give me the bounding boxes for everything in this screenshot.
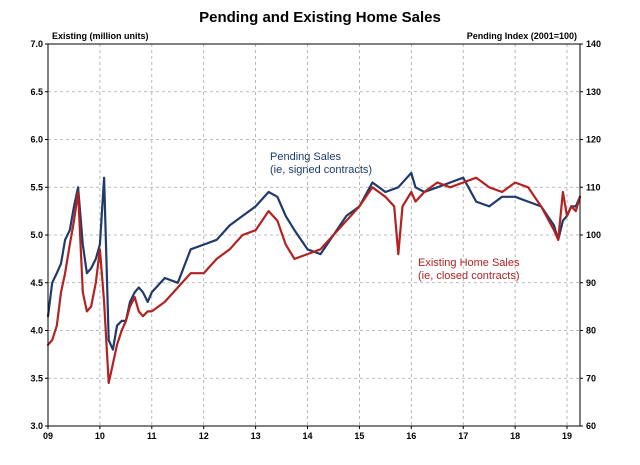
x-tick-label: 15 <box>354 431 364 441</box>
x-tick-label: 13 <box>251 431 261 441</box>
left-tick-label: 3.5 <box>30 373 43 383</box>
x-tick-label: 10 <box>95 431 105 441</box>
x-tick-label: 16 <box>406 431 416 441</box>
left-axis-title: Existing (million units) <box>52 31 149 41</box>
right-tick-label: 110 <box>586 182 601 192</box>
existing-annotation-line2: (ie, closed contracts) <box>418 270 519 282</box>
left-tick-label: 3.0 <box>30 421 43 431</box>
existing-annotation-line1: Existing Home Sales <box>418 257 520 269</box>
right-tick-label: 140 <box>586 39 601 49</box>
x-tick-label: 19 <box>562 431 572 441</box>
x-tick-label: 17 <box>458 431 468 441</box>
right-tick-label: 60 <box>586 421 596 431</box>
left-tick-label: 4.0 <box>30 326 43 336</box>
left-tick-label: 6.5 <box>30 87 43 97</box>
left-tick-label: 5.5 <box>30 182 43 192</box>
right-tick-label: 90 <box>586 278 596 288</box>
pending-sales-line <box>46 171 582 351</box>
left-axis-ticks: 3.0 3.5 4.0 4.5 5.0 5.5 6.0 6.5 7.0 <box>30 39 48 431</box>
x-tick-label: 12 <box>199 431 209 441</box>
x-tick-label: 14 <box>303 431 313 441</box>
pending-annotation-line2: (ie, signed contracts) <box>270 164 372 176</box>
pending-annotation-line1: Pending Sales <box>270 151 341 163</box>
right-tick-label: 100 <box>586 230 601 240</box>
left-tick-label: 4.5 <box>30 278 43 288</box>
left-tick-label: 6.0 <box>30 135 43 145</box>
x-tick-label: 09 <box>43 431 53 441</box>
left-tick-label: 5.0 <box>30 230 43 240</box>
x-tick-label: 11 <box>147 431 157 441</box>
right-axis-ticks: 60 70 80 90 100 110 120 130 140 <box>580 39 601 431</box>
right-tick-label: 120 <box>586 135 601 145</box>
right-tick-label: 70 <box>586 373 596 383</box>
series-group <box>46 171 582 385</box>
x-axis-ticks: 09 10 11 12 13 14 15 16 17 18 19 <box>43 426 572 441</box>
right-tick-label: 130 <box>586 87 601 97</box>
chart-title: Pending and Existing Home Sales <box>199 9 441 26</box>
left-tick-label: 7.0 <box>30 39 43 49</box>
gridlines <box>48 44 580 426</box>
right-tick-label: 80 <box>586 326 596 336</box>
x-tick-label: 18 <box>510 431 520 441</box>
existing-home-sales-line <box>46 176 582 385</box>
right-axis-title: Pending Index (2001=100) <box>467 31 577 41</box>
